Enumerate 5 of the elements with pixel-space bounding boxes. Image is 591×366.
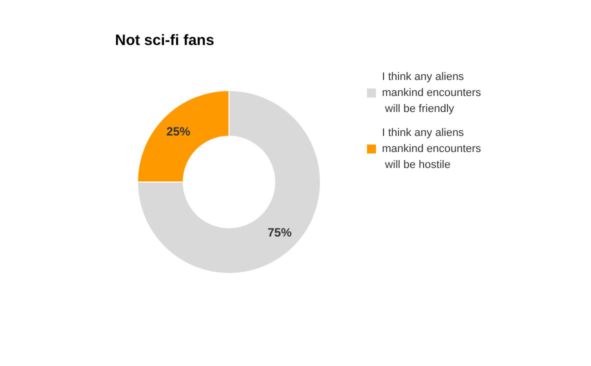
chart-title: Not sci-fi fans [115, 32, 214, 49]
legend-label: I think any aliens mankind encounters will be hostile [382, 127, 482, 171]
legend-label: I think any aliens mankind encounters will be friendly [382, 71, 482, 115]
data-label: 25% [166, 124, 191, 138]
data-label: 75% [268, 226, 292, 240]
